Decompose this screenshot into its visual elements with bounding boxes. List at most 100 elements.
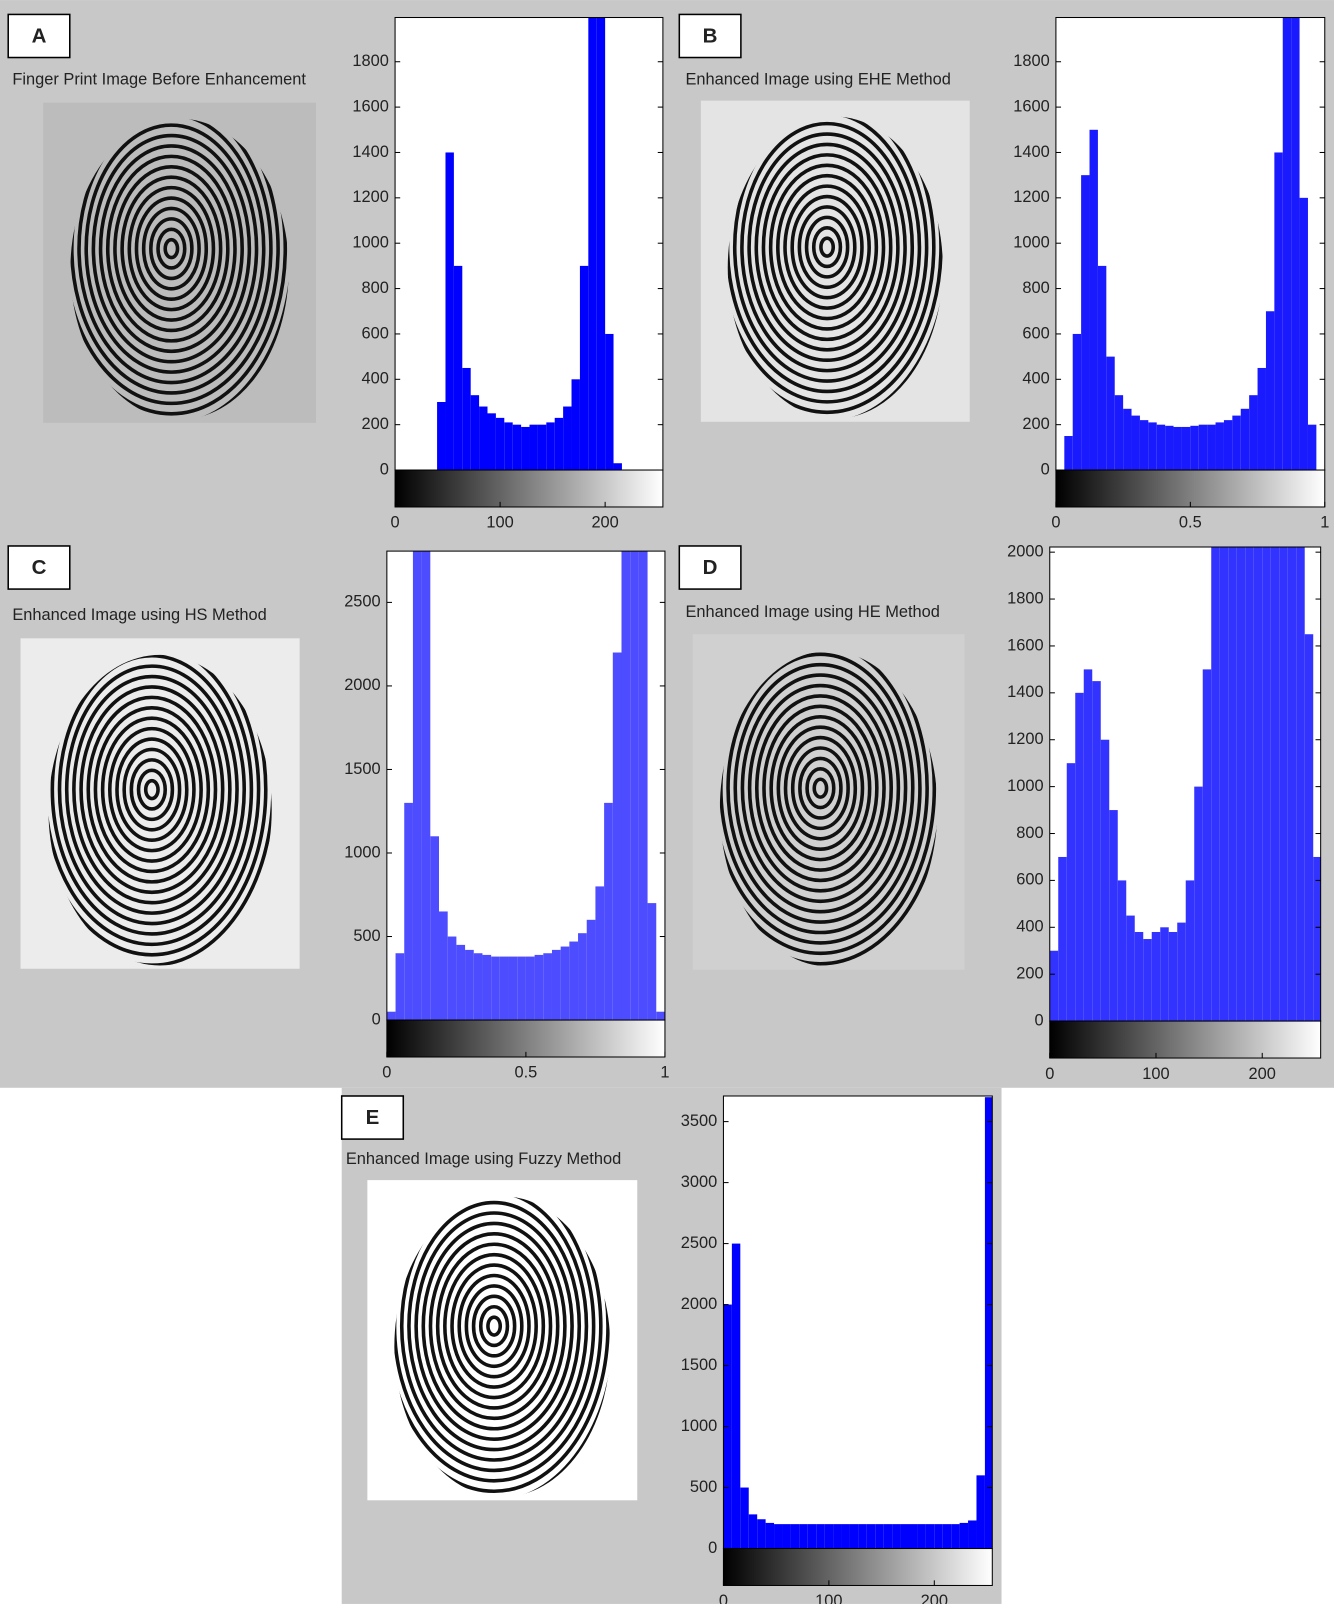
bar (569, 941, 579, 1021)
y-tick-label: 2000 (344, 676, 381, 694)
bar (571, 379, 580, 471)
bar (473, 953, 483, 1021)
bar (1313, 856, 1321, 1022)
bar (482, 954, 492, 1021)
bars (386, 551, 665, 1021)
x-tick-label: 100 (815, 1592, 842, 1604)
ridge (812, 777, 829, 799)
y-tick-label: 1400 (1013, 143, 1050, 161)
ridge (805, 767, 836, 810)
y-tick-label: 800 (1022, 279, 1049, 297)
bar (799, 1524, 808, 1549)
ridge (77, 118, 266, 385)
y-tick-label: 0 (708, 1539, 717, 1557)
x-tick-label: 200 (921, 1592, 948, 1604)
bar (1165, 425, 1174, 471)
bar (453, 265, 463, 471)
bar (1211, 547, 1220, 1022)
bar (1299, 197, 1308, 471)
ridge (399, 1196, 589, 1462)
bar (404, 802, 413, 1021)
bar (1194, 786, 1203, 1022)
y-tick-label: 200 (1016, 965, 1043, 983)
y-tick-label: 1400 (352, 143, 389, 161)
fingerprint-ridges (719, 651, 938, 967)
ridge (98, 144, 244, 354)
bar (578, 933, 587, 1021)
ridge (84, 123, 259, 374)
bar (447, 936, 457, 1021)
ridge (464, 1284, 524, 1369)
bar (1092, 681, 1101, 1022)
bar (1240, 408, 1250, 471)
y-tick-label: 800 (362, 279, 389, 297)
y-tick-label: 500 (690, 1478, 717, 1496)
ridge (726, 652, 915, 924)
ridge (783, 184, 871, 310)
bar (439, 911, 448, 1021)
x-tick-label: 1 (660, 1064, 669, 1082)
ridge (443, 1252, 546, 1400)
x-tick-label: 0 (382, 1064, 391, 1082)
ridge (57, 654, 247, 926)
bar (1081, 175, 1090, 471)
bar (976, 1475, 985, 1549)
ridge (478, 1304, 510, 1348)
bar (1274, 152, 1283, 471)
ridge (70, 118, 288, 416)
y-tick-label: 1000 (1007, 777, 1044, 795)
bar (1270, 547, 1280, 1022)
ridge (740, 121, 915, 373)
ridge (450, 1263, 538, 1389)
bar (638, 551, 648, 1021)
bar (1296, 547, 1305, 1022)
x-tick-label: 1 (1320, 514, 1329, 532)
bar (858, 1524, 867, 1549)
bar (1106, 356, 1115, 471)
bar (479, 406, 488, 471)
y-tick-label: 1000 (352, 234, 389, 252)
bar (525, 956, 535, 1021)
x-tick-label: 0 (391, 514, 400, 532)
bar (1185, 880, 1195, 1022)
bar (908, 1524, 918, 1549)
y-tick-label: 2500 (681, 1234, 718, 1252)
y-tick-label: 2000 (681, 1295, 718, 1313)
bar (1228, 547, 1237, 1022)
bar (604, 802, 613, 1021)
x-tick-label: 0.5 (1179, 514, 1202, 532)
ridge (719, 651, 938, 966)
panel-label: D (703, 556, 718, 579)
ridge (70, 118, 280, 406)
bar (774, 1524, 783, 1549)
bar (1139, 420, 1149, 471)
y-tick-label: 0 (380, 460, 389, 478)
bar (430, 836, 440, 1021)
image-title: Enhanced Image using Fuzzy Method (346, 1150, 621, 1168)
bar (816, 1524, 825, 1549)
bar (1181, 426, 1191, 471)
y-tick-label: 1800 (1013, 52, 1050, 70)
bar (630, 551, 639, 1021)
ridge (798, 756, 843, 820)
x-tick-label: 0 (1045, 1065, 1054, 1083)
bar (790, 1524, 800, 1549)
bar (491, 956, 500, 1021)
ridge (120, 175, 223, 322)
bar (951, 1524, 960, 1549)
plot-area (723, 1095, 993, 1549)
ridge (70, 118, 273, 395)
y-tick-label: 1200 (1007, 730, 1044, 748)
bar (1249, 395, 1258, 471)
panel-label: A (32, 24, 47, 47)
bar (551, 949, 561, 1021)
ridge (819, 236, 836, 258)
bar (1236, 547, 1246, 1022)
bar (1072, 333, 1082, 471)
bar (554, 417, 564, 471)
panel-label-box (678, 545, 742, 590)
bar (546, 422, 555, 471)
ridge (768, 163, 886, 331)
y-tick-label: 1500 (681, 1356, 718, 1374)
ridge (761, 153, 893, 342)
